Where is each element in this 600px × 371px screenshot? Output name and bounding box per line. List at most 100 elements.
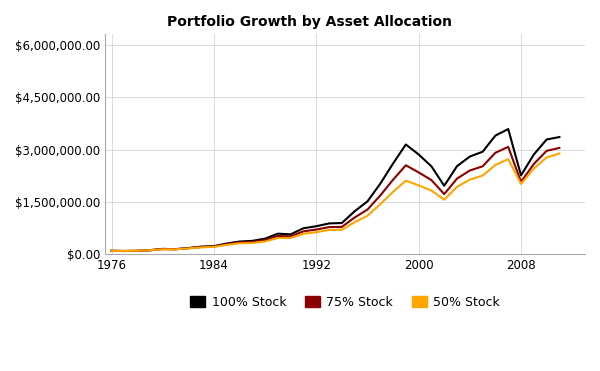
75% Stock — [121, 249, 128, 253]
100% Stock — [262, 236, 269, 241]
50% Stock — [402, 178, 409, 183]
75% Stock — [364, 207, 371, 212]
100% Stock — [389, 161, 397, 166]
100% Stock — [313, 224, 320, 229]
75% Stock — [338, 225, 346, 229]
100% Stock — [287, 232, 294, 237]
50% Stock — [223, 243, 230, 247]
75% Stock — [428, 178, 435, 182]
75% Stock — [402, 163, 409, 168]
100% Stock — [543, 137, 550, 142]
50% Stock — [248, 241, 256, 245]
100% Stock — [556, 135, 563, 139]
75% Stock — [223, 242, 230, 246]
Legend: 100% Stock, 75% Stock, 50% Stock: 100% Stock, 75% Stock, 50% Stock — [185, 291, 505, 314]
100% Stock — [440, 184, 448, 188]
100% Stock — [325, 221, 332, 226]
100% Stock — [108, 249, 115, 253]
75% Stock — [351, 215, 358, 220]
75% Stock — [108, 249, 115, 253]
50% Stock — [556, 151, 563, 156]
100% Stock — [351, 209, 358, 213]
100% Stock — [517, 173, 524, 178]
50% Stock — [530, 166, 538, 171]
75% Stock — [248, 240, 256, 244]
100% Stock — [300, 226, 307, 230]
75% Stock — [197, 245, 205, 249]
100% Stock — [415, 152, 422, 157]
50% Stock — [134, 249, 141, 253]
75% Stock — [479, 164, 486, 168]
50% Stock — [185, 246, 192, 251]
100% Stock — [492, 133, 499, 138]
75% Stock — [530, 162, 538, 166]
100% Stock — [223, 241, 230, 246]
75% Stock — [159, 247, 166, 251]
50% Stock — [364, 213, 371, 218]
75% Stock — [185, 246, 192, 250]
Line: 75% Stock: 75% Stock — [112, 147, 559, 251]
100% Stock — [185, 246, 192, 250]
50% Stock — [108, 249, 115, 253]
50% Stock — [325, 228, 332, 232]
100% Stock — [159, 247, 166, 251]
100% Stock — [197, 244, 205, 249]
75% Stock — [454, 176, 461, 181]
75% Stock — [236, 240, 243, 244]
50% Stock — [466, 177, 473, 182]
100% Stock — [454, 164, 461, 168]
100% Stock — [338, 221, 346, 225]
75% Stock — [325, 225, 332, 229]
100% Stock — [121, 249, 128, 253]
100% Stock — [428, 164, 435, 168]
100% Stock — [402, 142, 409, 147]
50% Stock — [274, 236, 281, 240]
50% Stock — [428, 188, 435, 193]
100% Stock — [530, 152, 538, 157]
50% Stock — [300, 232, 307, 236]
75% Stock — [210, 244, 217, 249]
50% Stock — [197, 245, 205, 250]
50% Stock — [313, 230, 320, 234]
100% Stock — [479, 150, 486, 154]
75% Stock — [172, 247, 179, 252]
100% Stock — [210, 244, 217, 248]
75% Stock — [517, 180, 524, 184]
75% Stock — [543, 149, 550, 153]
75% Stock — [300, 229, 307, 234]
100% Stock — [274, 232, 281, 236]
75% Stock — [146, 248, 154, 252]
100% Stock — [364, 199, 371, 204]
50% Stock — [517, 182, 524, 186]
75% Stock — [389, 177, 397, 182]
75% Stock — [440, 192, 448, 196]
100% Stock — [236, 239, 243, 244]
50% Stock — [338, 227, 346, 232]
50% Stock — [236, 241, 243, 246]
Text: Portfolio Growth by Asset Allocation: Portfolio Growth by Asset Allocation — [167, 15, 452, 29]
50% Stock — [454, 185, 461, 189]
75% Stock — [492, 151, 499, 155]
75% Stock — [313, 227, 320, 232]
100% Stock — [146, 248, 154, 252]
50% Stock — [415, 183, 422, 188]
75% Stock — [415, 170, 422, 175]
Line: 100% Stock: 100% Stock — [112, 129, 559, 251]
50% Stock — [505, 157, 512, 161]
50% Stock — [172, 247, 179, 252]
50% Stock — [146, 248, 154, 252]
75% Stock — [134, 249, 141, 253]
50% Stock — [210, 244, 217, 249]
75% Stock — [262, 238, 269, 242]
50% Stock — [479, 173, 486, 178]
50% Stock — [262, 239, 269, 244]
75% Stock — [377, 193, 384, 198]
50% Stock — [377, 202, 384, 207]
Line: 50% Stock: 50% Stock — [112, 154, 559, 251]
100% Stock — [466, 154, 473, 159]
100% Stock — [248, 239, 256, 243]
75% Stock — [466, 168, 473, 173]
50% Stock — [121, 249, 128, 253]
75% Stock — [505, 145, 512, 149]
75% Stock — [287, 234, 294, 239]
